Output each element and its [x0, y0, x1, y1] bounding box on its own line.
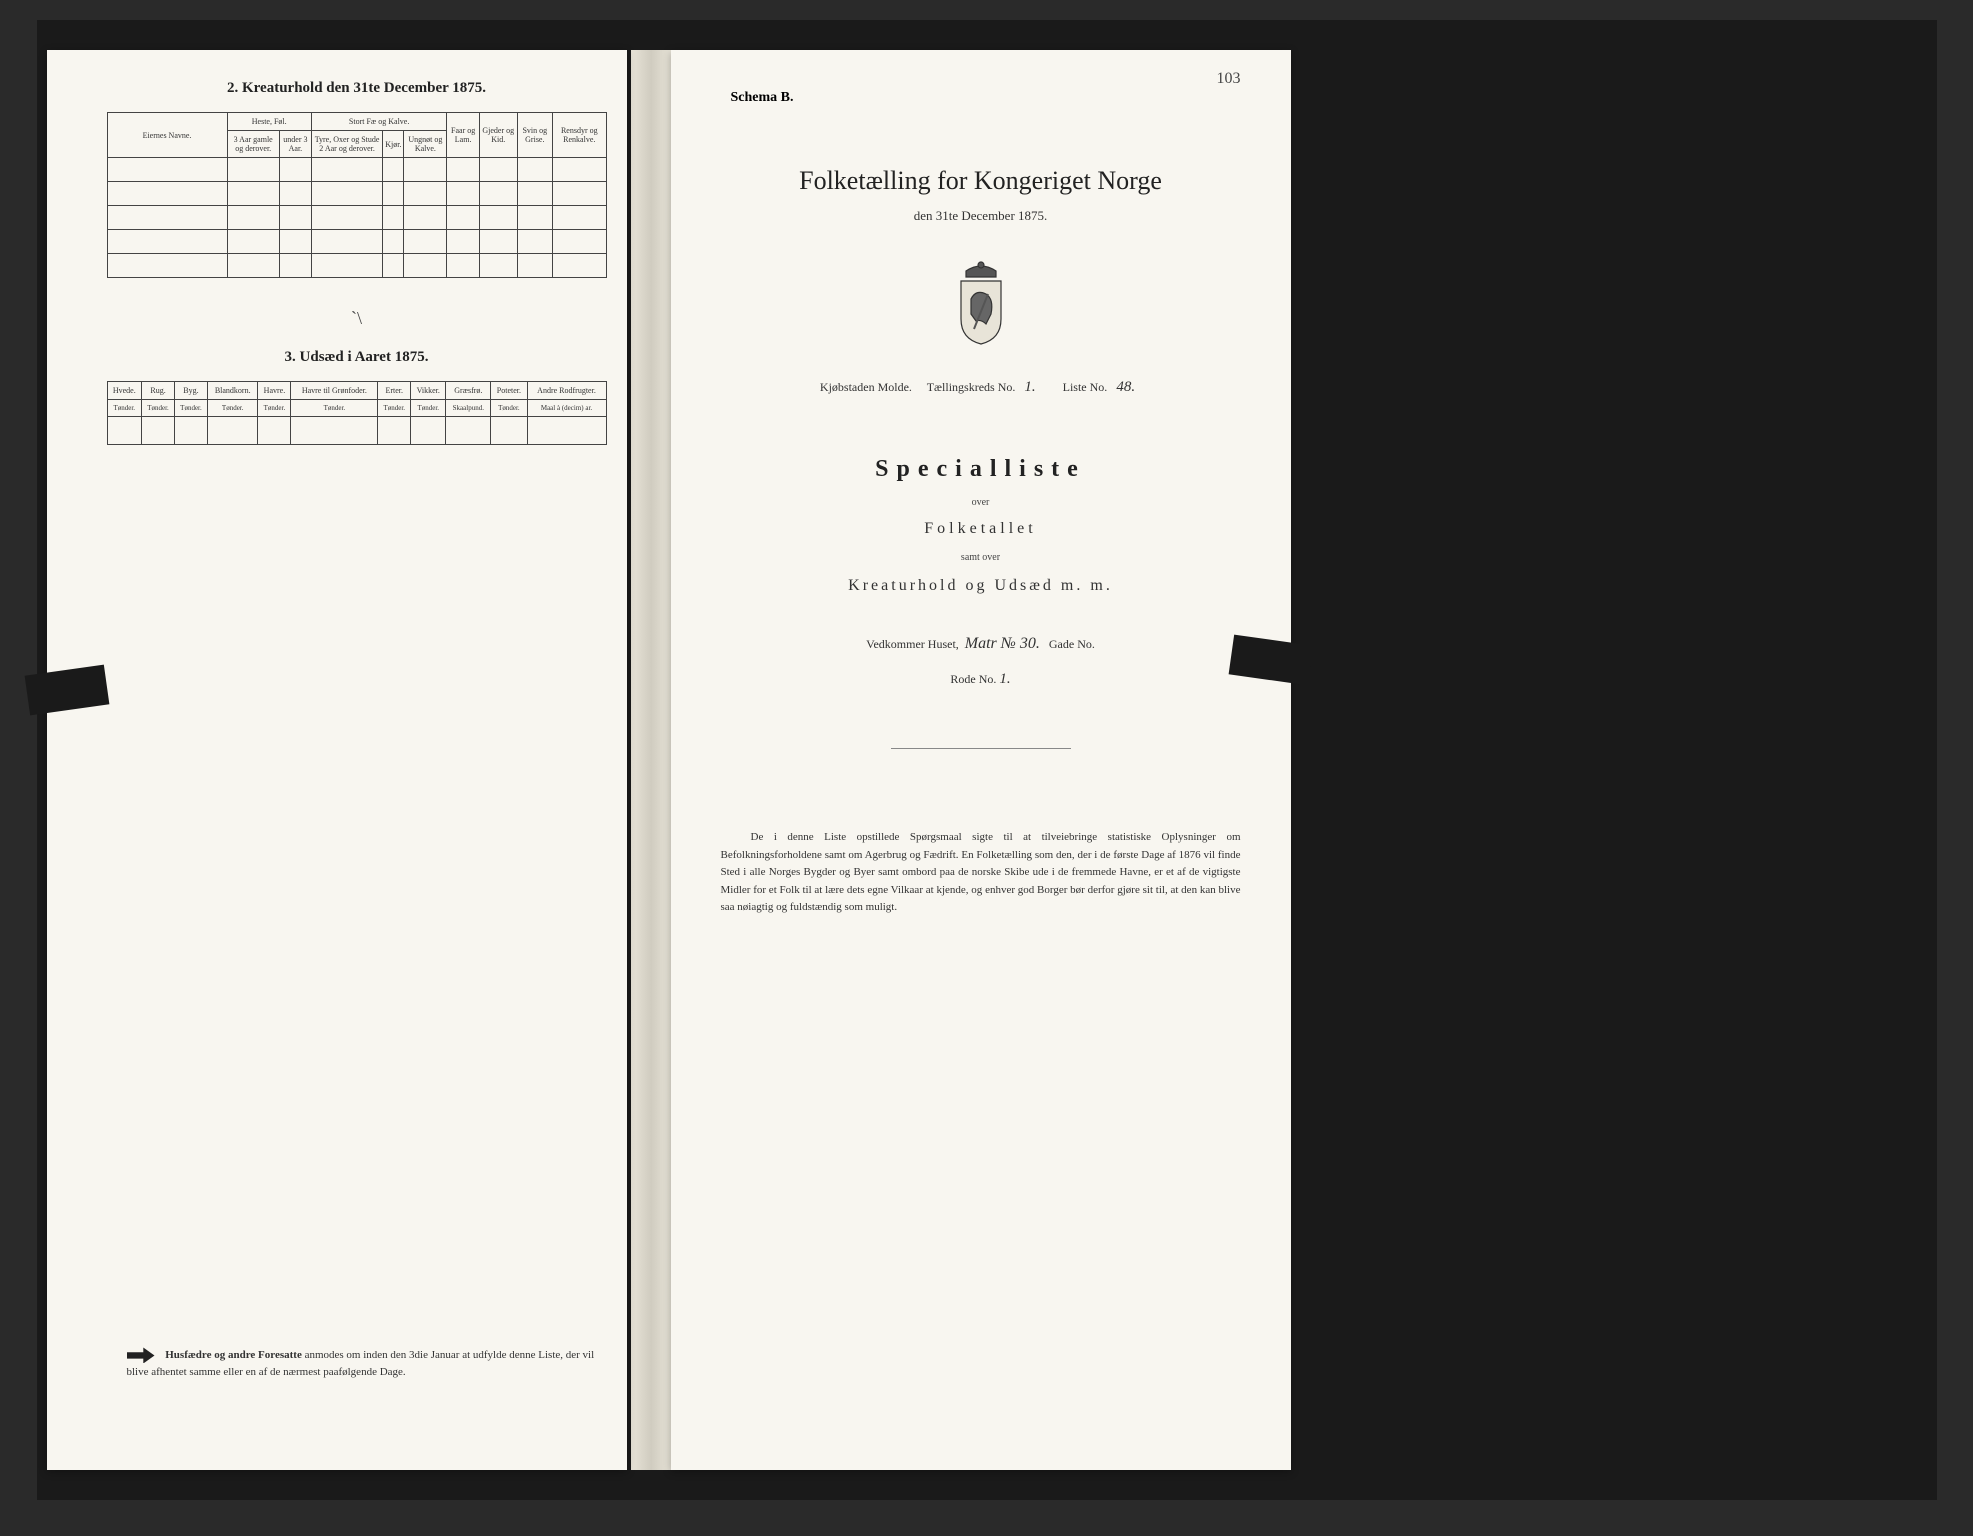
- col-group-heste: Heste, Føl.: [227, 113, 311, 131]
- sub-heste2: under 3 Aar.: [279, 131, 311, 158]
- udsaed-col: Andre Rodfrugter.: [527, 382, 606, 400]
- kjobstad: Kjøbstaden Molde.: [820, 380, 912, 394]
- sub-stort3: Ungnøt og Kalve.: [404, 131, 447, 158]
- col-svin: Svin og Grise.: [517, 113, 552, 158]
- page-number: 103: [1217, 70, 1241, 88]
- page-clip-left: [24, 665, 109, 716]
- book-spine: [631, 50, 671, 1470]
- udsaed-units-row: Tønder.Tønder.Tønder.Tønder.Tønder.Tønde…: [107, 400, 606, 417]
- udsaed-unit: Tønder.: [142, 400, 175, 417]
- udsaed-header-row: Hvede.Rug.Byg.Blandkorn.Havre.Havre til …: [107, 382, 606, 400]
- table-row: [107, 158, 606, 182]
- udsaed-col: Vikker.: [411, 382, 446, 400]
- sub-stort2: Kjør.: [383, 131, 404, 158]
- udsaed-col: Poteter.: [491, 382, 527, 400]
- col-gjeder: Gjeder og Kid.: [479, 113, 517, 158]
- house-line: Vedkommer Huset, Matr № 30. Gade No.: [721, 635, 1241, 653]
- house-label: Vedkommer Huset,: [866, 637, 959, 651]
- udsaed-unit: Tønder.: [107, 400, 142, 417]
- left-page: 2. Kreaturhold den 31te December 1875. E…: [47, 50, 627, 1470]
- section-2-title: 2. Kreaturhold den 31te December 1875.: [107, 80, 607, 97]
- specialliste-heading: Specialliste: [721, 456, 1241, 483]
- udsaed-unit: Tønder.: [411, 400, 446, 417]
- udsaed-unit: Tønder.: [291, 400, 378, 417]
- udsaed-col: Græsfrø.: [446, 382, 491, 400]
- coat-of-arms-icon: [946, 259, 1016, 349]
- col-eier: Eiernes Navne.: [107, 113, 227, 158]
- kreaturhold-table: Eiernes Navne. Heste, Føl. Stort Fæ og K…: [107, 112, 607, 278]
- house-value: Matr № 30.: [965, 635, 1040, 652]
- udsaed-col: Havre.: [258, 382, 291, 400]
- gade-label: Gade No.: [1049, 637, 1095, 651]
- right-page: 103 Schema B. Folketælling for Kongerige…: [671, 50, 1291, 1470]
- note-bold: Husfædre og andre Foresatte: [165, 1349, 302, 1361]
- left-footer-note: Husfædre og andre Foresatte anmodes om i…: [127, 1347, 597, 1380]
- liste-label: Liste No.: [1063, 380, 1108, 394]
- sub-stort1: Tyre, Oxer og Stude 2 Aar og derover.: [311, 131, 382, 158]
- udsaed-unit: Skaalpund.: [446, 400, 491, 417]
- table-row: [107, 182, 606, 206]
- section-3-title: 3. Udsæd i Aaret 1875.: [107, 349, 607, 366]
- kreatur-heading: Kreaturhold og Udsæd m. m.: [721, 577, 1241, 595]
- udsaed-col: Rug.: [142, 382, 175, 400]
- udsaed-col: Erter.: [378, 382, 411, 400]
- sub-heste1: 3 Aar gamle og derover.: [227, 131, 279, 158]
- kreds-label: Tællingskreds No.: [927, 380, 1016, 394]
- info-line: Kjøbstaden Molde. Tællingskreds No. 1. L…: [721, 379, 1241, 396]
- table-row: [107, 417, 606, 445]
- udsaed-col: Hvede.: [107, 382, 142, 400]
- udsaed-unit: Maal à (decim) ar.: [527, 400, 606, 417]
- book-spread: 2. Kreaturhold den 31te December 1875. E…: [37, 20, 1937, 1500]
- rode-line: Rode No. 1.: [721, 671, 1241, 688]
- kreds-value: 1.: [1024, 379, 1035, 395]
- census-title: Folketælling for Kongeriget Norge: [721, 166, 1241, 196]
- kreaturhold-body: [107, 158, 606, 278]
- col-group-stort: Stort Fæ og Kalve.: [311, 113, 446, 131]
- udsaed-unit: Tønder.: [378, 400, 411, 417]
- udsaed-col: Blandkorn.: [207, 382, 258, 400]
- samt-over-text: samt over: [721, 552, 1241, 563]
- udsaed-table: Hvede.Rug.Byg.Blandkorn.Havre.Havre til …: [107, 381, 607, 445]
- rode-label: Rode No.: [950, 672, 996, 686]
- table-row: [107, 254, 606, 278]
- schema-label: Schema B.: [731, 90, 1241, 106]
- udsaed-unit: Tønder.: [491, 400, 527, 417]
- census-subtitle: den 31te December 1875.: [721, 208, 1241, 224]
- over-text: over: [721, 497, 1241, 508]
- folketallet-heading: Folketallet: [721, 520, 1241, 538]
- divider: [891, 748, 1071, 749]
- table-row: [107, 230, 606, 254]
- pointing-hand-icon: [127, 1347, 155, 1363]
- table-row: [107, 206, 606, 230]
- tilde-mark: `\: [107, 308, 607, 329]
- col-ren: Rensdyr og Renkalve.: [553, 113, 606, 158]
- page-clip-right: [1228, 635, 1313, 686]
- udsaed-unit: Tønder.: [175, 400, 208, 417]
- udsaed-unit: Tønder.: [207, 400, 258, 417]
- col-faar: Faar og Lam.: [447, 113, 480, 158]
- bottom-paragraph: De i denne Liste opstillede Spørgsmaal s…: [721, 829, 1241, 917]
- udsaed-col: Havre til Grønfoder.: [291, 382, 378, 400]
- udsaed-col: Byg.: [175, 382, 208, 400]
- rode-value: 1.: [999, 671, 1010, 687]
- udsaed-unit: Tønder.: [258, 400, 291, 417]
- liste-value: 48.: [1116, 379, 1135, 395]
